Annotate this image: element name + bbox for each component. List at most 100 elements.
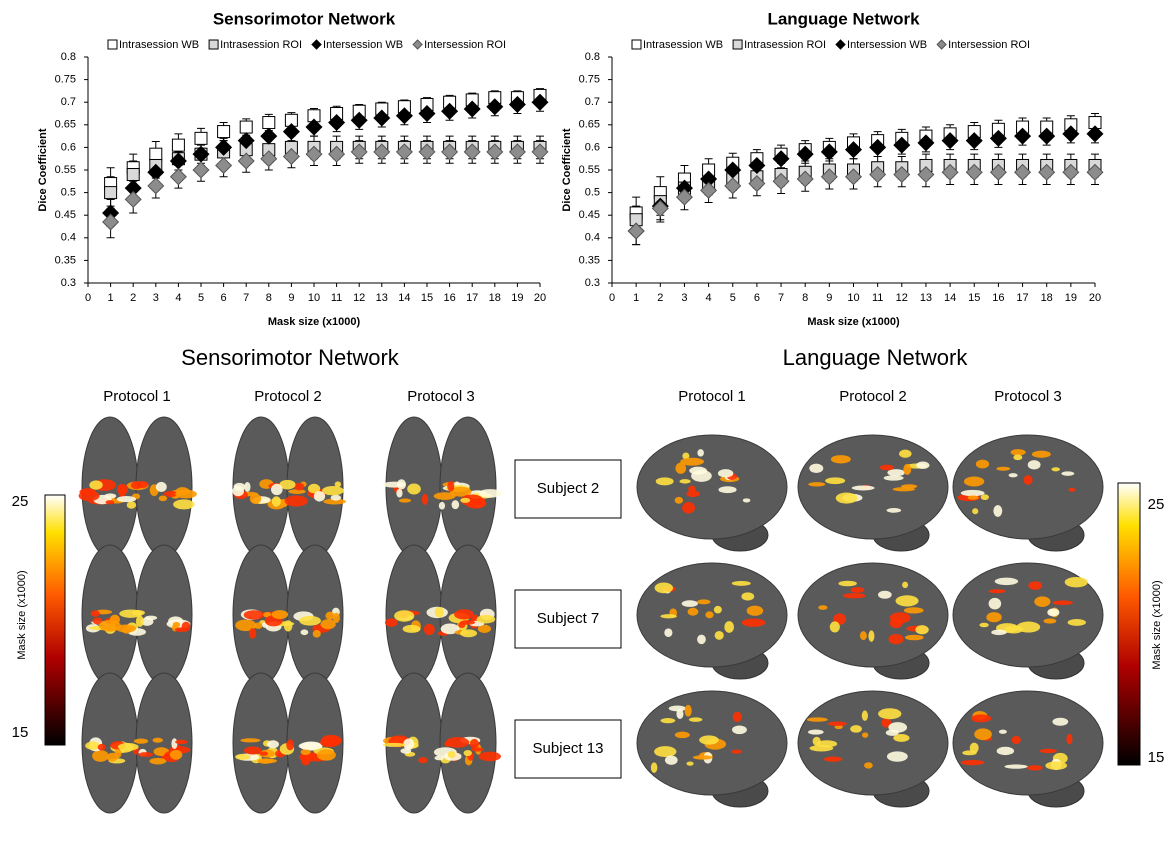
x-tick-label: 12	[896, 292, 908, 304]
activation	[851, 587, 865, 593]
activation	[903, 464, 911, 475]
activation	[107, 753, 118, 762]
activation	[995, 578, 1018, 585]
activation	[325, 612, 334, 620]
activation	[893, 734, 909, 742]
activation	[862, 732, 868, 738]
legend-marker	[937, 40, 946, 49]
x-tick-label: 19	[511, 292, 523, 304]
marker	[148, 178, 164, 194]
x-tick-label: 3	[153, 292, 159, 304]
activation	[328, 736, 342, 744]
activation	[446, 737, 469, 748]
x-tick-label: 7	[778, 292, 784, 304]
chart-title: Sensorimotor Network	[213, 9, 396, 28]
activation	[961, 490, 985, 496]
brain-top	[233, 673, 343, 813]
x-tick-label: 11	[331, 292, 342, 304]
x-tick-label: 0	[609, 292, 615, 304]
maps-title: Sensorimotor Network	[181, 345, 400, 370]
subject-label: Subject 7	[537, 610, 600, 627]
activation	[705, 611, 713, 618]
y-tick-label: 0.3	[61, 277, 76, 289]
x-tick-label: 10	[847, 292, 859, 304]
brain	[637, 435, 787, 539]
activation	[976, 460, 989, 469]
y-tick-label: 0.65	[55, 119, 76, 131]
activation	[477, 615, 496, 623]
activation	[697, 599, 711, 604]
x-tick-label: 2	[130, 292, 136, 304]
y-tick-label: 0.8	[585, 51, 600, 63]
activation	[989, 589, 1006, 593]
legend-label: Intrasession ROI	[744, 39, 826, 51]
activation	[675, 732, 690, 738]
activation	[250, 494, 261, 504]
activation	[731, 750, 742, 754]
x-tick-label: 1	[633, 292, 639, 304]
activation	[688, 608, 699, 616]
activation	[964, 477, 984, 487]
colorbar	[1118, 483, 1140, 765]
activation	[685, 705, 692, 717]
x-axis-label: Mask size (x1000)	[268, 316, 361, 328]
x-tick-label: 18	[489, 292, 501, 304]
activation	[999, 730, 1007, 734]
activation	[91, 610, 100, 616]
activation	[665, 756, 678, 765]
activation	[136, 616, 144, 627]
activation	[132, 610, 145, 615]
activation	[396, 489, 402, 498]
legend-marker	[312, 40, 321, 49]
y-tick-label: 0.5	[585, 187, 600, 199]
activation	[968, 496, 979, 500]
marker	[103, 214, 119, 230]
x-tick-label: 8	[266, 292, 272, 304]
activation	[479, 752, 501, 762]
activation	[1024, 475, 1033, 485]
y-tick-label: 0.35	[579, 254, 600, 266]
brain-side	[798, 435, 948, 551]
x-tick-label: 1	[108, 292, 114, 304]
y-tick-label: 0.45	[55, 209, 76, 221]
x-tick-label: 15	[421, 292, 433, 304]
activation	[718, 469, 733, 477]
brain-side	[637, 435, 787, 551]
activation	[235, 754, 250, 760]
activation	[418, 757, 427, 763]
activation	[972, 508, 978, 514]
activation	[79, 490, 100, 501]
activation	[1040, 749, 1057, 753]
x-tick-label: 4	[706, 292, 712, 304]
activation	[654, 746, 676, 757]
activation	[403, 625, 421, 633]
x-tick-label: 10	[308, 292, 320, 304]
brain-top	[82, 545, 192, 685]
activation	[454, 609, 474, 619]
activation	[175, 627, 188, 632]
activation	[732, 725, 747, 734]
marker	[105, 187, 117, 199]
activation	[732, 581, 751, 586]
activation	[715, 631, 724, 640]
activation	[981, 494, 989, 500]
y-tick-label: 0.5	[61, 187, 76, 199]
activation	[836, 493, 858, 504]
figure: Sensorimotor Network Language Network Pr…	[0, 0, 1168, 849]
activation	[660, 614, 677, 618]
activation	[249, 628, 256, 639]
activation	[400, 748, 411, 754]
activation	[733, 712, 742, 722]
y-tick-label: 0.65	[579, 119, 600, 131]
colorbar-max: 25	[1148, 496, 1165, 513]
activation	[878, 708, 901, 719]
marker	[216, 158, 232, 174]
activation	[286, 739, 294, 750]
activation	[896, 595, 919, 606]
x-tick-label: 13	[920, 292, 932, 304]
activation	[299, 742, 323, 750]
activation	[860, 631, 867, 640]
activation	[989, 598, 1002, 610]
activation	[993, 505, 1002, 517]
x-tick-label: 6	[754, 292, 760, 304]
